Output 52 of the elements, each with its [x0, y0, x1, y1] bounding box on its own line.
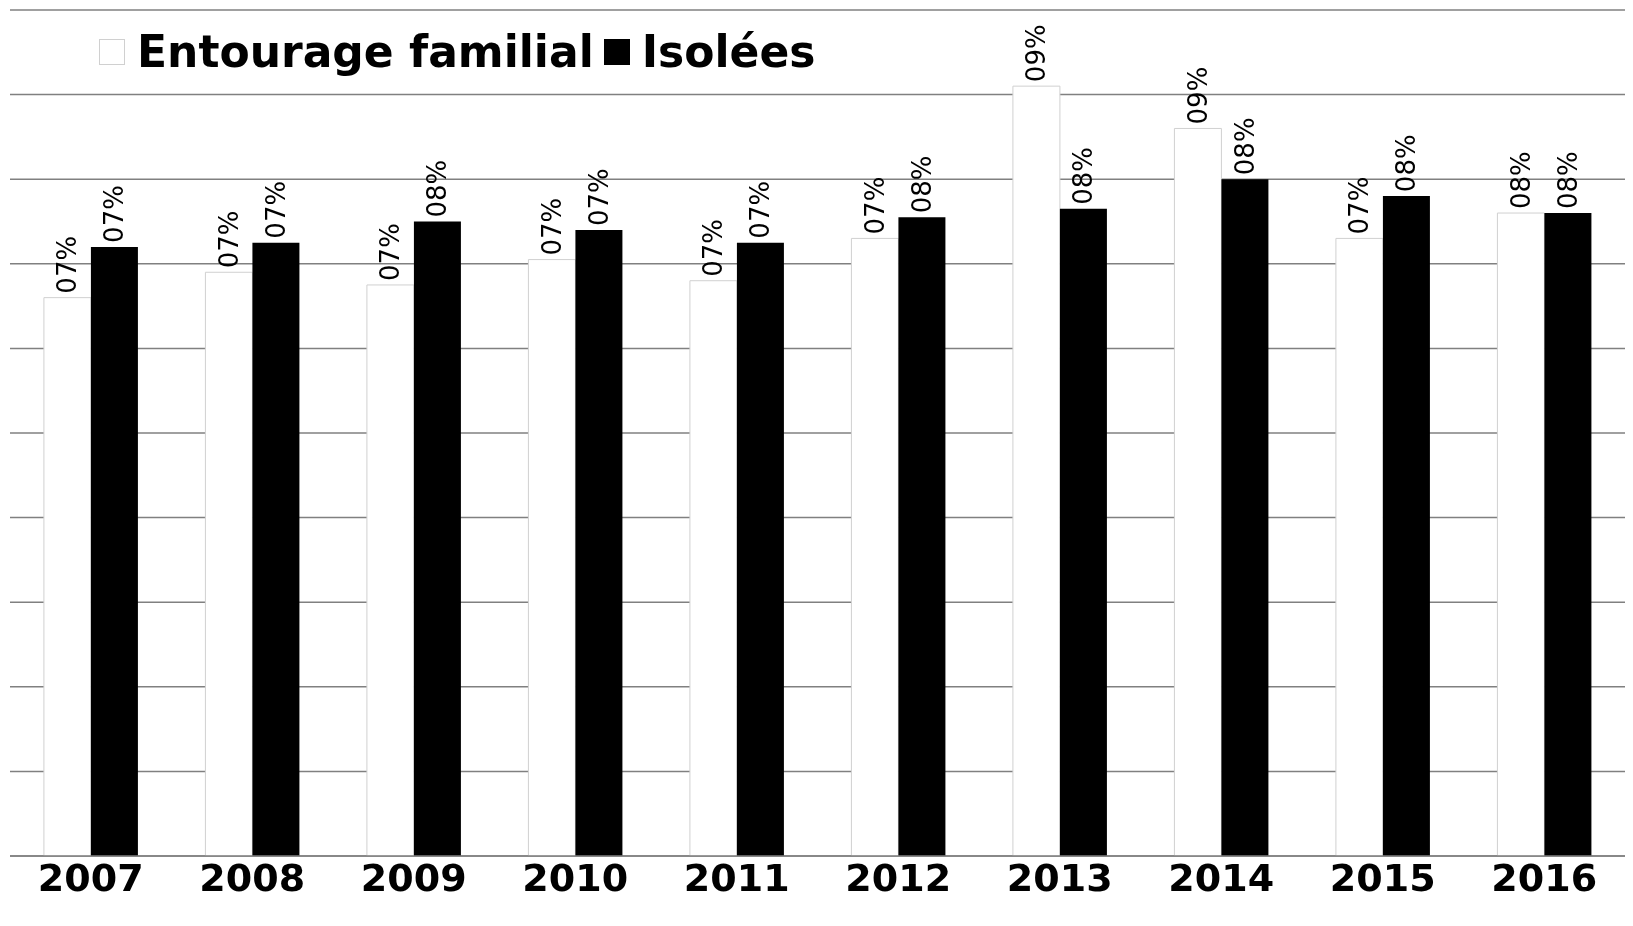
data-label: 08% — [1552, 151, 1583, 210]
data-label: 07% — [260, 180, 291, 239]
bar — [252, 242, 300, 856]
data-label: 08% — [1505, 151, 1536, 210]
x-tick-label: 2010 — [522, 855, 629, 900]
bar — [575, 229, 623, 856]
data-label: 08% — [906, 155, 937, 214]
bar — [1173, 127, 1222, 856]
bar — [527, 259, 576, 856]
x-tick-label: 2015 — [1329, 855, 1436, 900]
x-tick-label: 2008 — [199, 855, 306, 900]
data-label: 07% — [583, 168, 614, 226]
data-label: 07% — [1344, 176, 1375, 235]
data-label: 07% — [213, 210, 244, 269]
data-label: 08% — [422, 159, 453, 218]
data-label: 07% — [375, 223, 406, 281]
x-tick-label: 2014 — [1168, 855, 1275, 900]
bar — [736, 242, 784, 856]
bar — [90, 246, 138, 856]
bar — [366, 284, 415, 856]
bar — [1059, 208, 1107, 856]
bar — [1544, 213, 1592, 856]
bar — [689, 280, 738, 856]
x-tick-label: 2007 — [37, 855, 144, 900]
x-tick-label: 2013 — [1006, 855, 1113, 900]
bar — [1496, 212, 1545, 856]
x-tick-label: 2009 — [360, 855, 467, 900]
bar — [1221, 179, 1269, 856]
bar — [850, 237, 899, 856]
bar — [1382, 196, 1430, 856]
data-label: 07% — [745, 180, 776, 239]
data-label: 09% — [1021, 24, 1052, 83]
bar — [413, 221, 461, 856]
legend-label: Entourage familial — [136, 26, 594, 77]
x-tick-label: 2012 — [845, 855, 952, 900]
data-label: 08% — [1229, 117, 1260, 176]
legend-label: Isolées — [640, 26, 816, 77]
data-label: 07% — [698, 218, 729, 277]
bar — [1335, 237, 1384, 856]
data-label: 08% — [1068, 147, 1099, 205]
x-tick-label: 2016 — [1491, 855, 1598, 900]
data-label: 07% — [99, 185, 130, 243]
data-label: 07% — [52, 235, 83, 294]
data-label: 07% — [536, 197, 567, 256]
bar — [43, 297, 92, 856]
bar — [204, 271, 253, 856]
bar — [898, 217, 946, 856]
x-tick-label: 2011 — [683, 855, 790, 900]
data-label: 08% — [1391, 134, 1422, 193]
data-label: 07% — [859, 176, 890, 235]
bar — [1012, 85, 1061, 856]
data-label: 09% — [1182, 66, 1213, 125]
